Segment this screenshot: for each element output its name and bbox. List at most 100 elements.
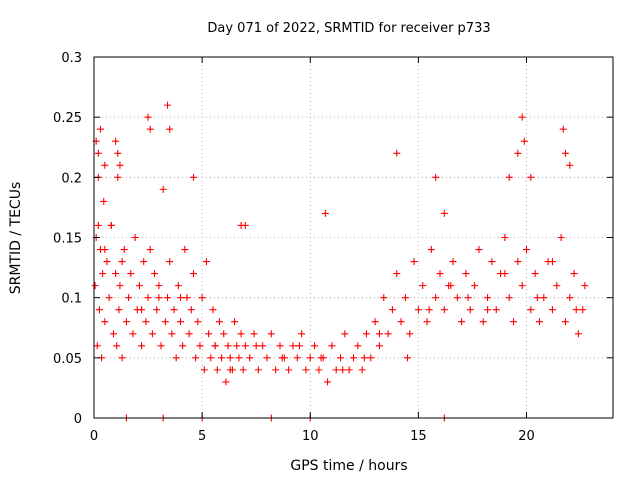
data-point: [140, 258, 148, 266]
data-point: [174, 282, 182, 290]
data-point: [103, 258, 111, 266]
data-point: [332, 366, 340, 374]
data-point: [183, 294, 191, 302]
data-point: [559, 125, 567, 133]
data-point: [115, 306, 123, 314]
data-point: [118, 258, 126, 266]
data-point: [209, 306, 217, 314]
data-point: [125, 294, 133, 302]
data-point: [535, 318, 543, 326]
data-point: [159, 185, 167, 193]
data-point: [566, 161, 574, 169]
data-point: [200, 366, 208, 374]
data-point: [328, 342, 336, 350]
data-point: [161, 318, 169, 326]
data-point: [202, 258, 210, 266]
x-axis-label: GPS time / hours: [290, 458, 407, 474]
data-point: [166, 125, 174, 133]
x-tick-label: 0: [90, 429, 98, 444]
data-point: [241, 221, 249, 229]
data-point: [222, 378, 230, 386]
data-point: [112, 270, 120, 278]
data-point: [440, 209, 448, 217]
data-point: [317, 354, 325, 362]
plot-frame: [93, 56, 614, 419]
data-point: [404, 354, 412, 362]
y-axis-label: SRMTID / TECUs: [8, 182, 24, 295]
data-point: [109, 330, 117, 338]
data-point: [548, 306, 556, 314]
data-point: [252, 342, 260, 350]
data-point: [276, 342, 284, 350]
data-point: [151, 270, 159, 278]
data-point: [295, 342, 303, 350]
data-point: [235, 354, 243, 362]
data-point: [341, 330, 349, 338]
data-point: [505, 294, 513, 302]
data-point: [401, 294, 409, 302]
data-point: [453, 294, 461, 302]
data-point: [337, 354, 345, 362]
data-point: [321, 209, 329, 217]
data-point: [380, 294, 388, 302]
data-point: [135, 282, 143, 290]
x-tick-label: 15: [410, 429, 427, 444]
data-point: [164, 101, 172, 109]
data-point: [393, 149, 401, 157]
data-point: [220, 330, 228, 338]
x-tick-label: 20: [518, 429, 535, 444]
data-point: [561, 149, 569, 157]
data-point: [278, 354, 286, 362]
data-point: [189, 173, 197, 181]
y-tick-label: 0.15: [53, 232, 82, 247]
data-point: [464, 294, 472, 302]
data-point: [425, 306, 433, 314]
data-point: [527, 306, 535, 314]
data-point: [384, 330, 392, 338]
data-point: [218, 354, 226, 362]
data-point: [557, 234, 565, 241]
data-point: [501, 270, 509, 278]
data-points: [91, 101, 589, 422]
data-point: [371, 318, 379, 326]
data-point: [96, 125, 104, 133]
data-point: [298, 330, 306, 338]
data-point: [101, 161, 109, 169]
data-point: [113, 342, 121, 350]
data-point: [187, 306, 195, 314]
data-point: [518, 113, 526, 121]
data-point: [510, 318, 518, 326]
data-point: [129, 330, 137, 338]
data-point: [215, 318, 223, 326]
data-point: [122, 318, 130, 326]
data-point: [302, 366, 310, 374]
data-point: [367, 354, 375, 362]
data-point: [146, 125, 154, 133]
data-point: [114, 149, 122, 157]
data-point: [116, 161, 124, 169]
data-point: [207, 354, 215, 362]
data-point: [540, 294, 548, 302]
data-point: [375, 330, 383, 338]
data-point: [579, 306, 587, 314]
data-point: [514, 149, 522, 157]
data-point: [311, 342, 319, 350]
data-point: [138, 342, 146, 350]
data-point: [131, 234, 139, 241]
data-point: [484, 294, 492, 302]
data-point: [436, 270, 444, 278]
data-point: [410, 258, 418, 266]
data-point: [315, 366, 323, 374]
data-point: [518, 282, 526, 290]
data-point: [168, 330, 176, 338]
ticks: 0 0.05 0.1 0.15 0.2 0.25 0.3 0 5 10 15 20: [53, 51, 613, 444]
data-point: [107, 221, 115, 229]
data-point: [246, 354, 254, 362]
data-point: [574, 330, 582, 338]
y-tick-label: 0.2: [61, 171, 82, 186]
data-point: [95, 306, 103, 314]
data-point: [101, 318, 109, 326]
y-tick-label: 0.25: [53, 111, 82, 126]
data-point: [198, 294, 206, 302]
data-point: [164, 294, 172, 302]
